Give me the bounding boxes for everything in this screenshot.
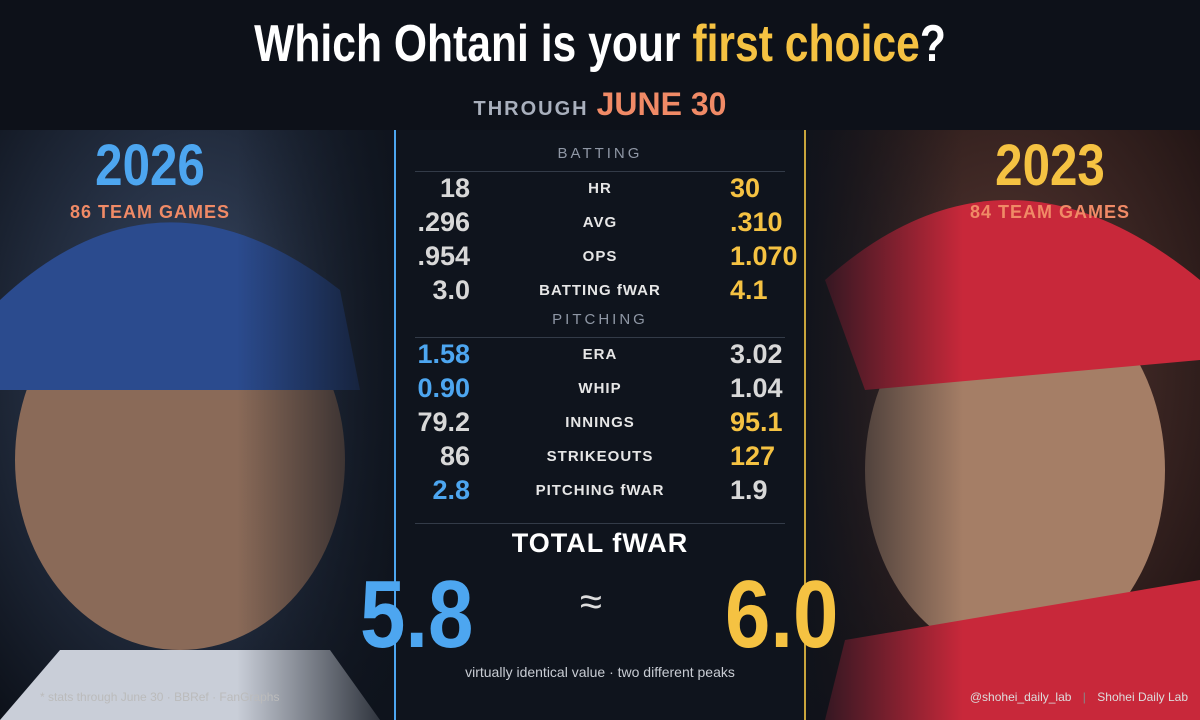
header: [0, 0, 1200, 130]
approx-symbol: ≈: [580, 580, 602, 624]
stat-label: AVG: [582, 214, 618, 231]
brand: Shohei Daily Lab: [1097, 690, 1188, 704]
right-value: 4.1: [730, 275, 768, 305]
title-text: Which Ohtani is your: [254, 15, 681, 73]
blue-divider: [394, 130, 396, 720]
right-year: 2023: [995, 133, 1105, 198]
stat-label: PITCHING fWAR: [535, 482, 665, 499]
source-note: * stats through June 30 · BBRef · FanGra…: [40, 690, 280, 704]
total-left: 5.8: [360, 561, 474, 668]
separator: |: [1082, 690, 1086, 704]
total-label: TOTAL fWAR: [511, 528, 689, 558]
section-rule: [415, 337, 785, 338]
right-value: .310: [730, 207, 783, 237]
stats-panel: [395, 130, 805, 720]
subtitle-lead: THROUGH: [473, 98, 589, 120]
right-value: 95.1: [730, 407, 783, 437]
stat-label: OPS: [582, 248, 618, 265]
right-value: 30: [730, 173, 761, 203]
left-value: 3.0: [432, 275, 470, 305]
title: Which Ohtani is your first choice?: [108, 14, 1092, 74]
right-value: 1.070: [730, 241, 798, 271]
divider: [415, 523, 785, 524]
left-value: .296: [417, 207, 470, 237]
total-note: virtually identical value · two differen…: [465, 664, 735, 680]
left-value: 18: [439, 173, 470, 203]
fade: [805, 130, 1200, 720]
total-right: 6.0: [725, 561, 839, 668]
stat-label: INNINGS: [565, 414, 635, 431]
right-value: 1.04: [730, 373, 783, 403]
left-value: 79.2: [417, 407, 470, 437]
left-value: .954: [417, 241, 470, 271]
credits: @shohei_daily_lab | Shohei Daily Lab: [970, 690, 1188, 704]
section-title: PITCHING: [552, 311, 648, 328]
title-highlight: first choice: [692, 15, 920, 73]
left-value: 2.8: [432, 475, 470, 505]
fade: [0, 130, 395, 720]
stat-label: BATTING fWAR: [539, 282, 661, 299]
left-year: 2026: [95, 133, 205, 198]
section-rule: [415, 171, 785, 172]
gold-divider: [804, 130, 806, 720]
right-value: 127: [730, 441, 776, 471]
left-value: 1.58: [417, 339, 470, 369]
left-games: 86 TEAM GAMES: [69, 202, 231, 222]
title-end: ?: [919, 15, 946, 73]
stat-label: STRIKEOUTS: [546, 448, 654, 465]
left-value: 0.90: [417, 373, 470, 403]
section-title: BATTING: [557, 145, 643, 162]
subtitle: THROUGH JUNE 30: [0, 86, 1200, 123]
right-games: 84 TEAM GAMES: [969, 202, 1131, 222]
handle: @shohei_daily_lab: [969, 690, 1072, 704]
stat-label: ERA: [582, 346, 618, 363]
left-value: 86: [439, 441, 470, 471]
subtitle-date: JUNE 30: [596, 86, 727, 122]
stat-label: HR: [588, 180, 612, 197]
right-value: 3.02: [730, 339, 783, 369]
stat-label: WHIP: [578, 380, 622, 397]
right-value: 1.9: [730, 475, 768, 505]
